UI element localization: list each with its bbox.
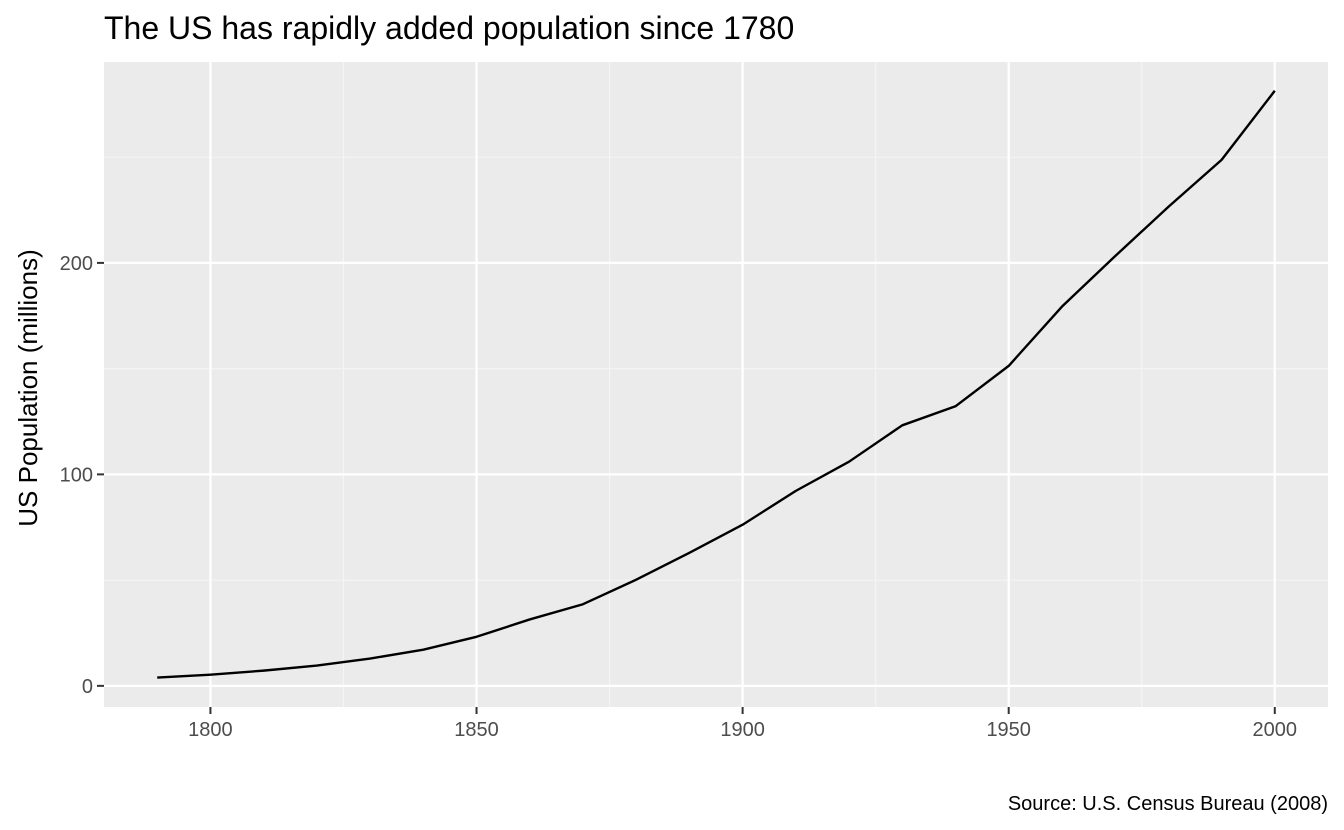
major-gridlines: [104, 62, 1328, 707]
plot-panel: [104, 62, 1328, 707]
population-line: [157, 90, 1276, 679]
minor-gridlines: [104, 62, 1328, 707]
y-tick-label: 0: [82, 676, 93, 698]
y-axis-title: US Population (millions): [13, 249, 43, 526]
chart-title: The US has rapidly added population sinc…: [104, 10, 794, 46]
y-tick-label: 200: [60, 253, 93, 275]
x-tick-label: 1800: [188, 719, 233, 741]
y-axis-ticks: 0 100 200: [60, 253, 104, 698]
x-tick-label: 1850: [454, 719, 499, 741]
x-axis-ticks: 1800 1850 1900 1950 2000: [188, 707, 1297, 741]
x-tick-label: 2000: [1253, 719, 1298, 741]
chart-caption: Source: U.S. Census Bureau (2008): [1008, 793, 1328, 815]
y-tick-label: 100: [60, 464, 93, 486]
x-tick-label: 1900: [720, 719, 765, 741]
x-tick-label: 1950: [986, 719, 1031, 741]
